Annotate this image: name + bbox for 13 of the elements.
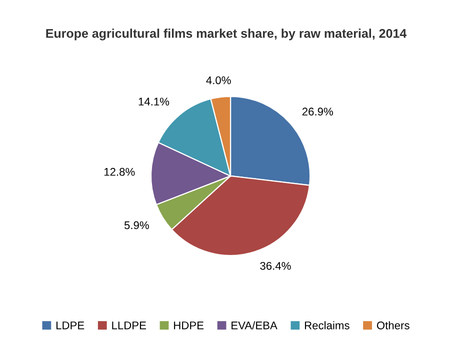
legend-label: LLDPE — [112, 322, 146, 330]
chart-title: Europe agricultural films market share, by raw material, 2014 — [46, 28, 407, 40]
legend-label: EVA/EBA — [232, 321, 278, 330]
legend-label: Others — [376, 321, 410, 330]
legend-label: Reclaims — [304, 321, 350, 330]
legend-label: HDPE — [174, 322, 204, 330]
data-label: 36.4% — [260, 262, 291, 270]
legend-label: LDPE — [56, 322, 84, 330]
data-label: 5.9% — [124, 221, 149, 230]
data-label: 26.9% — [302, 108, 333, 116]
data-label: 14.1% — [138, 98, 170, 106]
data-label: 4.0% — [206, 76, 231, 84]
data-label: 12.8% — [104, 168, 135, 176]
